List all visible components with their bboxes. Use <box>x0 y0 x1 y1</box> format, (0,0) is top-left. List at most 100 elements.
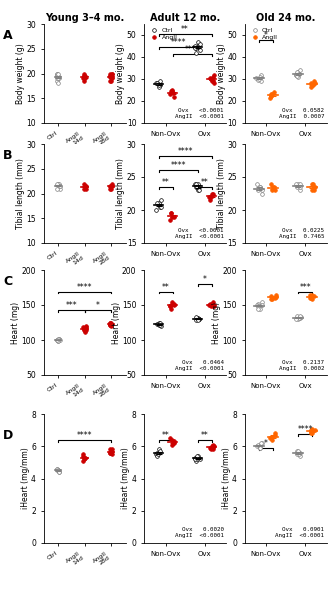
Point <box>312 79 317 88</box>
Point <box>82 71 87 81</box>
Point <box>198 454 203 464</box>
Point <box>82 74 87 83</box>
Text: Adult 12 mo.: Adult 12 mo. <box>150 13 220 23</box>
Point <box>308 292 314 301</box>
Point <box>310 428 315 438</box>
Point <box>55 335 61 344</box>
Point <box>296 446 301 456</box>
Point <box>107 320 113 330</box>
Point <box>256 75 261 85</box>
Point <box>195 185 201 195</box>
Point <box>268 91 273 100</box>
Y-axis label: Heart (mg): Heart (mg) <box>212 301 221 344</box>
Point <box>54 68 60 78</box>
Point <box>297 313 303 322</box>
Point <box>311 179 316 188</box>
Point <box>312 185 317 195</box>
Point <box>295 68 301 77</box>
Point <box>273 290 278 299</box>
Point <box>154 449 159 459</box>
Point <box>81 68 87 78</box>
Y-axis label: Tibial length (mm): Tibial length (mm) <box>16 158 25 229</box>
Point <box>294 179 299 188</box>
Point <box>209 74 214 84</box>
Text: Ovx   <0.0001
AngII  <0.0001: Ovx <0.0001 AngII <0.0001 <box>175 108 224 119</box>
Point <box>154 79 160 88</box>
Text: ****: **** <box>297 425 313 434</box>
Point <box>153 79 158 88</box>
Point <box>208 299 213 308</box>
Point <box>82 325 87 335</box>
Point <box>272 293 277 303</box>
Point <box>57 184 62 193</box>
Point <box>208 445 213 454</box>
Point <box>80 449 86 459</box>
Point <box>55 179 60 188</box>
Point <box>257 302 263 311</box>
Point <box>294 71 299 80</box>
Point <box>153 205 158 215</box>
Point <box>256 185 261 195</box>
Point <box>107 184 112 193</box>
Point <box>56 181 61 191</box>
Point <box>109 76 114 86</box>
Point <box>297 182 303 191</box>
Point <box>268 291 274 301</box>
Point <box>110 74 115 83</box>
Point <box>269 179 274 188</box>
Point <box>108 76 113 86</box>
Point <box>272 185 278 195</box>
Text: Ovx   0.0582
AngII  0.0007: Ovx 0.0582 AngII 0.0007 <box>279 108 324 119</box>
Point <box>297 65 303 75</box>
Point <box>295 72 300 82</box>
Point <box>259 72 264 82</box>
Point <box>208 443 213 452</box>
Point <box>110 445 115 454</box>
Point <box>258 438 263 448</box>
Point <box>158 202 164 212</box>
Point <box>196 185 201 195</box>
Point <box>259 76 264 86</box>
Point <box>168 300 173 310</box>
Point <box>257 443 263 452</box>
Point <box>273 428 278 438</box>
Point <box>298 451 303 461</box>
Point <box>255 300 260 310</box>
Point <box>195 451 200 461</box>
Point <box>270 182 275 191</box>
Y-axis label: Body weight (g): Body weight (g) <box>217 43 226 104</box>
Point <box>209 188 214 198</box>
Point <box>55 76 60 86</box>
Point <box>55 68 60 78</box>
Point <box>308 82 314 92</box>
Point <box>258 70 263 79</box>
Point <box>269 185 275 195</box>
Point <box>157 202 163 212</box>
Point <box>210 440 216 449</box>
Point <box>295 179 301 188</box>
Point <box>109 446 114 456</box>
Point <box>82 71 87 81</box>
Point <box>81 184 86 193</box>
Point <box>107 71 113 81</box>
Point <box>312 182 318 191</box>
Point <box>82 76 87 86</box>
Point <box>192 179 198 188</box>
Point <box>311 76 316 86</box>
Point <box>81 324 86 334</box>
Y-axis label: Tibial length (mm): Tibial length (mm) <box>116 158 125 229</box>
Point <box>268 89 273 99</box>
Point <box>308 425 313 435</box>
Point <box>193 316 198 325</box>
Point <box>212 70 217 79</box>
Point <box>83 181 88 191</box>
Point <box>194 182 200 191</box>
Point <box>171 92 177 101</box>
Point <box>297 179 303 188</box>
Point <box>195 313 201 322</box>
Point <box>57 181 62 191</box>
Point <box>269 91 274 100</box>
Point <box>308 293 313 303</box>
Point <box>211 72 216 82</box>
Point <box>169 304 174 313</box>
